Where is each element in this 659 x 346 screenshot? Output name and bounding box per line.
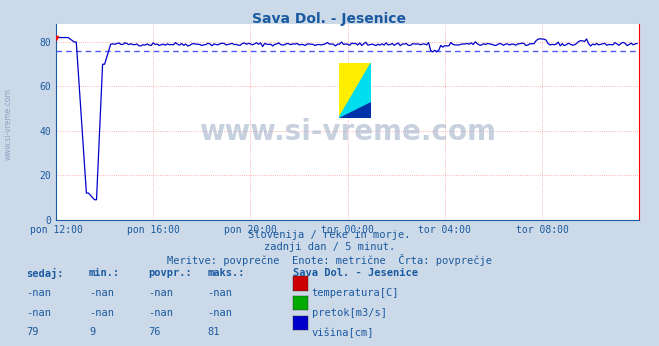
Polygon shape: [339, 63, 371, 118]
Text: 9: 9: [89, 327, 95, 337]
Text: -nan: -nan: [208, 288, 233, 298]
Text: -nan: -nan: [26, 288, 51, 298]
Text: -nan: -nan: [148, 288, 173, 298]
Text: temperatura[C]: temperatura[C]: [312, 288, 399, 298]
Text: zadnji dan / 5 minut.: zadnji dan / 5 minut.: [264, 242, 395, 252]
Text: -nan: -nan: [208, 308, 233, 318]
Text: -nan: -nan: [89, 288, 114, 298]
Text: višina[cm]: višina[cm]: [312, 327, 374, 338]
Text: 79: 79: [26, 327, 39, 337]
Text: -nan: -nan: [148, 308, 173, 318]
Text: pretok[m3/s]: pretok[m3/s]: [312, 308, 387, 318]
Polygon shape: [339, 102, 371, 118]
Text: Sava Dol. - Jesenice: Sava Dol. - Jesenice: [293, 268, 418, 278]
Text: 81: 81: [208, 327, 220, 337]
Text: maks.:: maks.:: [208, 268, 245, 278]
Text: Sava Dol. - Jesenice: Sava Dol. - Jesenice: [252, 12, 407, 26]
Polygon shape: [339, 63, 371, 118]
Text: povpr.:: povpr.:: [148, 268, 192, 278]
Text: Meritve: povprečne  Enote: metrične  Črta: povprečje: Meritve: povprečne Enote: metrične Črta:…: [167, 254, 492, 266]
Text: 76: 76: [148, 327, 161, 337]
Text: Slovenija / reke in morje.: Slovenija / reke in morje.: [248, 230, 411, 240]
Text: -nan: -nan: [89, 308, 114, 318]
Text: www.si-vreme.com: www.si-vreme.com: [3, 89, 13, 161]
Text: sedaj:: sedaj:: [26, 268, 64, 279]
Text: -nan: -nan: [26, 308, 51, 318]
Text: www.si-vreme.com: www.si-vreme.com: [199, 118, 496, 146]
Text: min.:: min.:: [89, 268, 120, 278]
